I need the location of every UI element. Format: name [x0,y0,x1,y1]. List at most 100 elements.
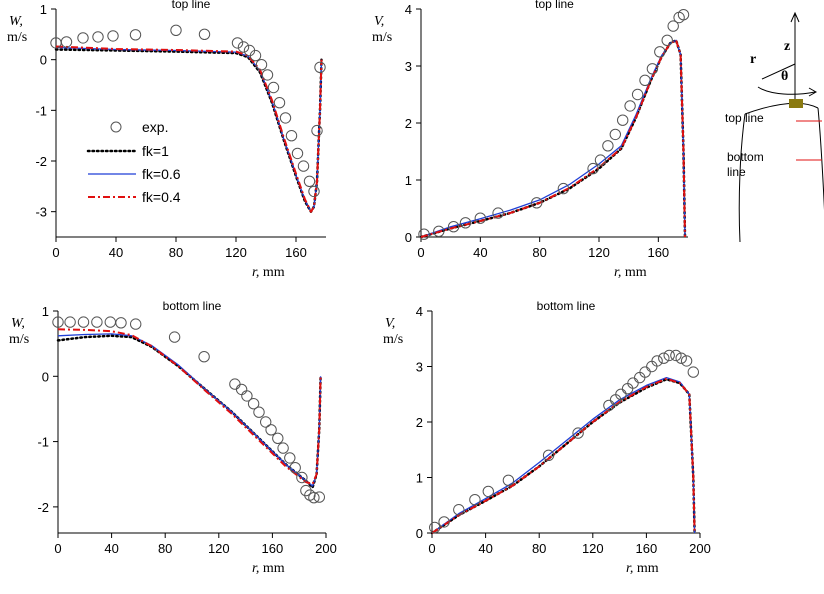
exp-data-point [615,388,627,400]
x-axis-label: r, mm [626,561,659,576]
exp-data-point [646,63,659,75]
exp-data-point [231,37,244,49]
exp-data-point [308,492,320,504]
x-axis-label: r, mm [614,265,647,280]
legend-item-fk1: fk=1 [86,143,169,159]
exp-data-point [296,471,308,484]
y-tick-label: 4 [416,304,423,319]
exp-data-point [130,318,142,330]
exp-data-point [661,34,673,46]
x-tick-label: 120 [582,541,604,556]
exp-data-point [129,29,142,41]
exp-data-point [634,371,646,384]
exp-data-point [687,366,699,378]
exp-data-point [609,128,621,141]
exp-data-point [624,100,636,112]
chart-panel-2: 0 40 80 120 160 0 1 2 3 4 top line V,m/s r, mm [372,0,690,280]
series-line-fk-04 [57,328,322,485]
exp-data-point [429,521,441,534]
exp-data-point [459,217,472,229]
exp-data-point [654,46,666,58]
exp-data-point [255,58,268,71]
exp-data-point [300,484,312,497]
exp-data-point [433,225,445,238]
exp-data-point [285,130,298,142]
y-tick-label: 4 [405,2,412,17]
x-axis-label-unit: mm [633,561,658,576]
exp-data-point [261,69,274,81]
y-axis-unit: m/s [9,332,29,347]
x-tick-label: 160 [262,541,284,556]
theta-arrow [808,87,818,97]
exp-data-point [273,97,286,109]
x-tick-label: 120 [588,245,610,260]
exp-data-point [237,41,250,53]
exp-data-point [482,485,494,498]
exp-data-point [675,352,687,364]
x-tick-label: 40 [473,245,487,260]
geometry-schematic: z r θ top line bottom line [725,11,824,243]
exp-data-point [104,316,117,328]
y-tick-label: 3 [416,360,423,375]
exp-data-point [308,185,320,198]
chart-panel-4: 0 40 80 120 160 200 0 1 2 3 4 bottom line V,m/s r, mm [383,299,711,576]
y-tick-label: -1 [35,103,47,118]
exp-data-point [272,432,284,444]
exp-data-point [284,452,296,464]
exp-data-point [52,316,64,328]
series-line-fk-06 [420,39,686,238]
legend-label-fk1: fk=1 [142,143,169,159]
x-axis-label-unit: mm [259,561,284,576]
bottom-line-label-2: line [727,165,746,179]
x-tick-label: 0 [54,541,61,556]
exp-data-point [107,30,119,42]
r-axis-label: r [750,52,756,67]
legend-marker-exp [110,121,122,133]
x-tick-label: 120 [208,541,230,556]
y-axis-unit: m/s [7,30,27,45]
series-line-fk-04 [55,45,323,213]
series-line-fk-04 [420,39,686,238]
chart-panel-1: 0 40 80 120 160 -3 -2 -1 0 1 top line W,m/s r, mm [7,0,326,280]
chart-title: bottom line [537,299,596,313]
exp-data-point [92,31,104,43]
series-line-fk-1 [419,39,687,239]
vessel-lid-curve [744,102,819,115]
exp-data-point [670,349,682,362]
exp-data-point [447,221,460,233]
x-axis-label-unit: mm [621,265,646,280]
exp-data-point [235,383,248,396]
exp-data-point [198,351,210,363]
exp-data-point [621,383,634,395]
exp-data-point [291,147,304,160]
legend-item-fk06: fk=0.6 [88,166,181,182]
exp-data-point [438,516,450,528]
y-tick-label: 2 [416,415,423,430]
y-axis-unit: m/s [383,332,403,347]
exp-data-point [602,140,614,152]
x-tick-label: 160 [647,245,669,260]
chart-title: top line [535,0,574,11]
y-tick-label: -2 [35,154,47,169]
exp-data-point [603,399,615,412]
legend-label-fk06: fk=0.6 [142,166,181,182]
y-axis-label: W, [9,14,23,29]
exp-data-point [265,424,277,436]
top-line-label: top line [725,111,764,125]
legend-label-fk04: fk=0.4 [142,189,181,205]
series-line-fk-1 [56,334,322,489]
exp-data-point [64,316,76,328]
exp-data-point [277,442,289,454]
nozzle-shape [789,99,803,108]
legend: exp. fk=1 fk=0.6 fk=0.4 [86,119,181,205]
z-axis-arrow [790,11,800,23]
x-tick-label: 80 [532,541,546,556]
y-axis-label: V, [385,316,395,331]
exp-data-point [115,317,127,329]
exp-data-point [168,331,181,343]
x-tick-label: 40 [109,245,123,260]
exp-data-point [658,352,670,364]
exp-data-point [260,416,272,428]
